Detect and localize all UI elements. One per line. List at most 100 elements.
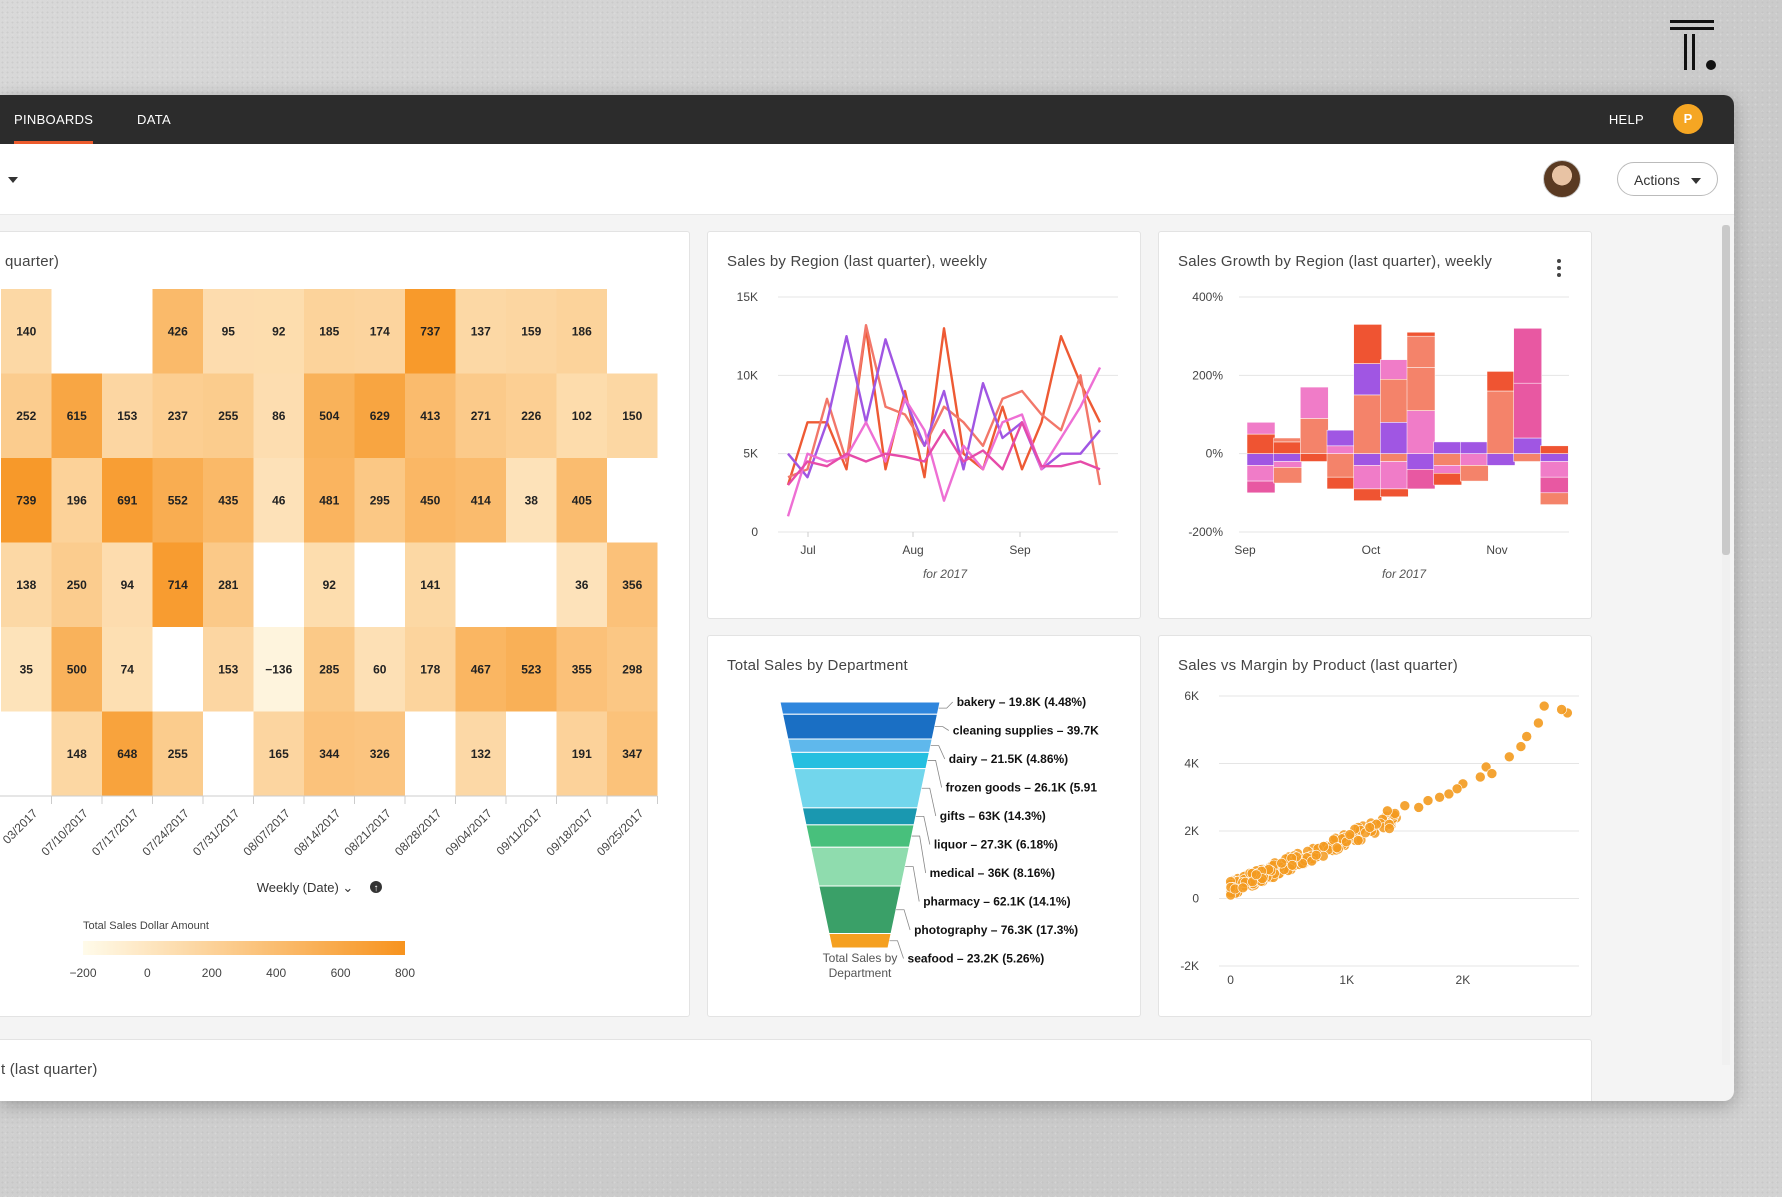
heatmap-cell-label: 450 <box>420 493 440 507</box>
chevron-down-icon[interactable] <box>8 177 18 183</box>
heatmap-cell-label: 255 <box>218 409 238 423</box>
leader-line <box>934 726 950 731</box>
heatmap-cell <box>354 627 405 712</box>
heatmap-cell <box>506 458 557 543</box>
user-avatar[interactable]: P <box>1673 104 1703 134</box>
heatmap-cell <box>203 542 254 627</box>
leader-line <box>896 909 911 931</box>
bar-segment <box>1380 422 1409 454</box>
heatmap-cell <box>607 542 658 627</box>
heatmap-cell-label: 481 <box>319 493 339 507</box>
scatter-point <box>1434 792 1445 803</box>
heatmap-cell-label: −136 <box>265 662 292 676</box>
heatmap-cell <box>556 373 607 458</box>
scatter-point <box>1237 882 1249 894</box>
bar-segment <box>1353 324 1382 364</box>
bar-segment <box>1246 480 1276 494</box>
heatmap-cell <box>455 627 506 712</box>
bar-segment <box>1406 453 1436 470</box>
x-tick-label: 08/21/2017 <box>342 806 395 859</box>
x-axis-note: for 2017 <box>1382 567 1427 581</box>
heatmap-cell <box>304 289 355 374</box>
heatmap-cell <box>152 542 203 627</box>
stacked-bar-chart[interactable]: -200% 0% 200% 400% Sep Oct Nov for 2017 <box>1159 232 1591 618</box>
leader-line <box>927 760 943 788</box>
heatmap-cell <box>607 373 658 458</box>
heatmap-cell-label: 92 <box>272 324 286 338</box>
heatmap-cell-label: 414 <box>471 493 491 507</box>
legend-tick-label: 800 <box>395 966 415 980</box>
bar-segment <box>1353 488 1382 501</box>
funnel-segment <box>781 713 939 740</box>
bar-segment <box>1273 441 1302 454</box>
heatmap-cell <box>1 458 52 543</box>
scatter-point <box>1480 761 1492 773</box>
heatmap-cell-label: 92 <box>323 578 337 592</box>
x-tick-label: 09/25/2017 <box>594 806 647 859</box>
heatmap-cell <box>102 373 153 458</box>
heatmap-cell-label: 285 <box>319 662 339 676</box>
bar-segment <box>1353 363 1382 396</box>
scatter-point <box>1451 783 1463 795</box>
legend-tick-label: −200 <box>69 966 96 980</box>
scatter-point <box>1399 800 1411 811</box>
scatter-point <box>1352 835 1364 846</box>
heatmap-cell-label: 38 <box>525 493 539 507</box>
funnel-chart[interactable]: bakery – 19.8K (4.48%) cleaning supplies … <box>708 636 1140 1016</box>
leader-line <box>889 940 904 959</box>
x-tick-label: 1K <box>1339 973 1354 987</box>
bar-segment <box>1246 465 1276 482</box>
scatter-point <box>1384 823 1395 834</box>
series-line <box>786 327 1102 486</box>
scatter-point <box>1533 717 1544 729</box>
leader-line <box>911 835 927 874</box>
scrollbar-thumb[interactable] <box>1722 225 1730 555</box>
card-title: Sales Growth by Region (last quarter), w… <box>1178 253 1493 270</box>
author-avatar[interactable] <box>1543 160 1581 198</box>
heatmap-cell-label: 132 <box>471 747 491 761</box>
bar-segment <box>1460 453 1489 466</box>
bar-segment <box>1246 433 1276 454</box>
heatmap-cell <box>253 289 304 374</box>
top-navigation: PINBOARDS DATA HELP P <box>0 95 1734 144</box>
x-axis-note: for 2017 <box>923 567 968 581</box>
bar-segment <box>1540 453 1569 462</box>
bar-segment <box>1540 445 1569 454</box>
scatter-chart[interactable]: -2K 0 2K 4K 6K 0 1K 2K <box>1159 636 1591 1016</box>
heatmap-cell <box>354 458 405 543</box>
x-tick-label: 09/04/2017 <box>443 806 496 859</box>
tab-pinboards[interactable]: PINBOARDS <box>14 95 94 144</box>
x-tick-label: Sep <box>1009 543 1031 557</box>
segment-label: gifts – 63K (14.3%) <box>940 809 1046 823</box>
heatmap-cell <box>455 289 506 374</box>
y-tick-label: 0 <box>751 525 758 539</box>
bar-segment <box>1326 453 1356 478</box>
vertical-scrollbar[interactable] <box>1722 225 1730 1065</box>
heatmap-cell <box>152 458 203 543</box>
heatmap-cell-label: 178 <box>420 662 440 676</box>
card-title: t (last quarter) <box>1 1061 98 1078</box>
heatmap-cell-label: 739 <box>16 493 36 507</box>
funnel-segment <box>810 846 910 887</box>
series-line <box>787 334 1101 479</box>
more-options-icon[interactable] <box>1557 259 1561 280</box>
heatmap-cell-label: 504 <box>319 409 339 423</box>
bar-segment <box>1540 492 1569 505</box>
help-link[interactable]: HELP <box>1608 112 1644 127</box>
heatmap-cell <box>354 289 405 374</box>
x-tick-label: 09/11/2017 <box>494 806 546 858</box>
heatmap-chart[interactable]: 140 426 95 92 185 174 737 137 159 186 252 615 153 237… <box>0 232 689 1016</box>
bar-segment <box>1353 453 1382 466</box>
tab-data[interactable]: DATA <box>137 112 171 127</box>
scatter-point <box>1486 768 1498 779</box>
heatmap-cell <box>253 711 304 796</box>
bar-segment <box>1460 465 1489 482</box>
heatmap-cell-label: 35 <box>20 662 34 676</box>
heatmap-cell <box>203 289 254 374</box>
x-tick-label: 07/31/2017 <box>190 806 243 859</box>
line-chart[interactable]: 0 5K 10K 15K Jul Aug Sep for 2017 <box>708 232 1140 618</box>
heatmap-cell-label: 347 <box>622 747 642 761</box>
x-tick-label: 09/18/2017 <box>544 806 597 859</box>
actions-button[interactable]: Actions <box>1617 162 1718 196</box>
heatmap-cell-label: 298 <box>622 662 642 676</box>
